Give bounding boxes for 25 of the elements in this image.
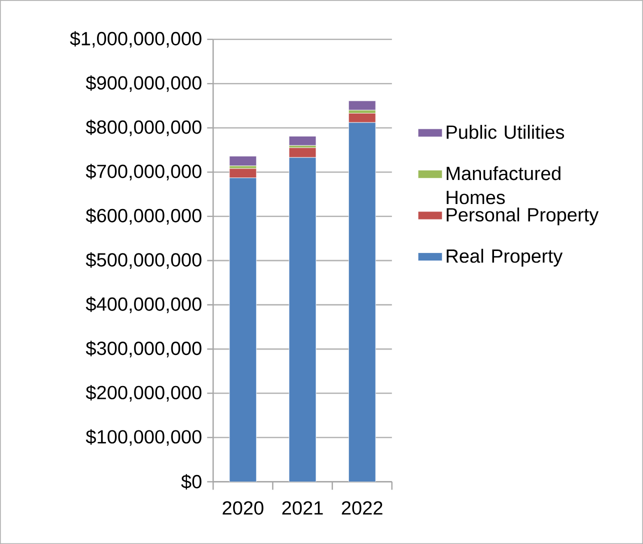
y-tick-label: $400,000,000: [86, 296, 202, 314]
legend-label: Public Utilities: [446, 124, 564, 139]
y-tick-label: $900,000,000: [86, 75, 202, 92]
y-tick-label: $1,000,000,000: [70, 31, 202, 48]
bar: [288, 136, 316, 146]
y-tick-label: $0: [181, 474, 202, 490]
y-tick-label: $700,000,000: [86, 164, 202, 180]
y-tick-label: $800,000,000: [86, 120, 202, 136]
legend-label: Personal Property: [446, 207, 599, 226]
bar: [348, 122, 376, 482]
bar: [229, 156, 257, 166]
y-tick-label: $600,000,000: [86, 208, 202, 225]
bar: [348, 100, 376, 110]
legend-label: Real Property: [446, 248, 563, 267]
bar: [229, 178, 257, 482]
y-tick-label: $100,000,000: [86, 429, 202, 446]
bar: [288, 147, 316, 158]
x-tick-label: 2022: [342, 501, 382, 515]
y-tick-label: $500,000,000: [86, 252, 202, 269]
x-tick-label: 2020: [222, 501, 264, 515]
legend-label: Manufactured Homes: [446, 166, 560, 204]
bar: [288, 157, 316, 482]
y-tick-label: $200,000,000: [86, 384, 202, 402]
x-tick-label: 2021: [282, 501, 323, 515]
y-tick-label: $300,000,000: [86, 340, 202, 358]
